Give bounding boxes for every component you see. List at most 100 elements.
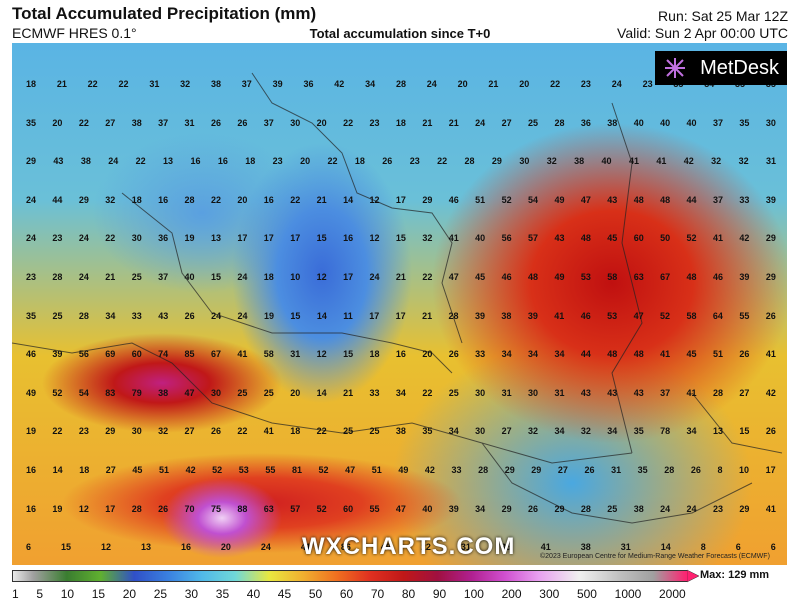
grid-value: 22 [52,426,63,437]
grid-value: 23 [78,426,89,437]
grid-value: 41 [765,349,776,360]
grid-value: 22 [78,117,89,128]
grid-value: 38 [633,503,644,514]
borders [12,72,783,524]
grid-value: 19 [263,310,274,321]
grid-value: 15 [290,310,301,321]
grid-value: 49 [554,272,565,282]
grid-value: 41 [300,542,311,553]
grid-value: 18 [26,79,37,89]
grid-value: 29 [78,194,89,205]
grid-value: 44 [580,349,591,360]
grid-value: 20 [290,387,301,398]
grid-value: 48 [633,194,644,205]
grid-value: 25 [52,310,63,321]
grid-value: 22 [437,156,448,167]
valid-time: Valid: Sun 2 Apr 00:00 UTC [617,25,788,41]
grid-value: 49 [380,542,391,553]
grid-value: 24 [686,503,697,514]
grid-value: 20 [519,79,530,89]
grid-value: 36 [158,233,169,244]
grid-value: 49 [398,465,409,475]
grid-value: 49 [26,387,37,398]
grid-value: 17 [343,272,354,282]
grid-value: 32 [711,156,722,167]
grid-value: 16 [343,233,354,244]
grid-value: 23 [52,233,63,244]
grid-value: 14 [52,465,63,475]
grid-value: 26 [448,349,459,360]
grid-value: 34 [528,349,539,360]
grid-value: 54 [528,194,539,205]
grid-value: 24 [26,233,37,244]
grid-value: 27 [105,117,116,128]
grid-value: 51 [712,349,723,360]
grid-value: 23 [409,156,420,167]
grid-value: 63 [263,503,274,514]
grid-value: 16 [263,194,274,205]
grid-value: 38 [210,79,221,89]
grid-value: 17 [237,233,248,244]
grid-value: 29 [501,503,512,514]
grid-value: 26 [739,349,750,360]
grid-value: 34 [475,503,486,514]
grid-value: 53 [238,465,249,475]
colorbar-arrow [687,569,699,583]
grid-value: 25 [343,426,354,437]
grid-value: 55 [739,310,750,321]
grid-value: 16 [26,465,37,475]
grid-value: 20 [422,349,433,360]
grid-value: 13 [163,156,174,167]
grid-value: 30 [528,387,539,398]
grid-value: 30 [519,156,530,167]
grid-value: 39 [765,194,776,205]
grid-value: 46 [580,310,591,321]
grid-value: 51 [371,465,382,475]
grid-value: 39 [52,349,63,360]
grid-value: 40 [601,156,612,167]
grid-value: 24 [369,272,380,282]
grid-value: 43 [580,387,591,398]
grid-value: 79 [131,387,142,398]
grid-value: 52 [660,310,671,321]
grid-value: 30 [131,426,142,437]
grid-value: 41 [540,542,551,553]
colorbar-label: 25 [153,587,168,601]
value-row: 16 14 18 27 45 51 42 52 53 55 81 52 47 51 49 42 33 28 29 29… [26,465,776,475]
grid-value: 21 [395,272,406,282]
grid-value: 24 [78,233,89,244]
grid-value: 81 [291,465,302,475]
grid-value: 17 [395,310,406,321]
grid-value: 14 [343,194,354,205]
grid-value: 20 [300,156,311,167]
grid-value: 32 [105,194,116,205]
grid-value: 13 [140,542,151,553]
grid-value: 41 [686,387,697,398]
grid-value: 58 [607,272,618,282]
grid-value: 37 [158,272,169,282]
colorbar-label: 35 [215,587,230,601]
grid-value: 45 [475,272,486,282]
grid-value: 34 [501,349,512,360]
grid-value: 48 [633,349,644,360]
grid-value: 20 [457,79,468,89]
grid-value: 17 [105,503,116,514]
grid-value: 40 [422,503,433,514]
grid-value: 40 [633,117,644,128]
grid-value: 34 [554,426,565,437]
grid-value: 37 [712,194,723,205]
grid-value: 34 [395,387,406,398]
grid-value: 44 [686,194,697,205]
grid-value: 85 [184,349,195,360]
grid-value: 74 [158,349,169,360]
grid-value: 56 [78,349,89,360]
grid-value: 30 [210,387,221,398]
grid-value: 38 [574,156,585,167]
grid-value: 22 [316,426,327,437]
grid-value: 35 [26,310,37,321]
grid-value: 47 [633,310,644,321]
grid-value: 22 [105,233,116,244]
grid-value: 22 [87,79,98,89]
grid-value: 28 [131,503,142,514]
grid-value: 21 [488,79,499,89]
